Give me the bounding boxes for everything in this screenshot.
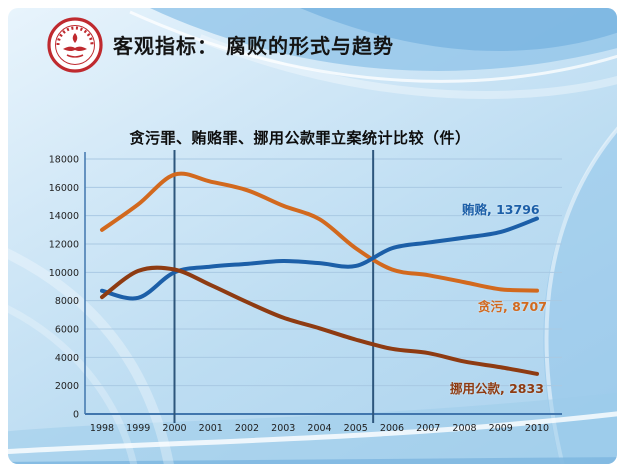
x-axis-tick-label: 2000 <box>162 423 186 434</box>
x-axis-tick-label: 1998 <box>90 423 114 434</box>
x-axis-tick-label: 2009 <box>489 423 513 434</box>
series-line-贿赂 <box>100 216 539 301</box>
x-axis-tick-label: 2005 <box>344 423 368 434</box>
x-axis-tick-label: 2007 <box>416 423 440 434</box>
y-axis-tick-label: 16000 <box>49 183 79 194</box>
x-axis-tick-label: 2008 <box>452 423 476 434</box>
seal-bottom-arc <box>66 54 84 58</box>
seal-inner-ring <box>55 25 95 65</box>
series-line-贪污 <box>100 171 539 293</box>
seal-arc-text <box>56 26 94 46</box>
y-axis-tick-label: 10000 <box>49 268 79 279</box>
y-axis-tick-label: 8000 <box>55 296 79 307</box>
x-axis-tick-label: 2010 <box>525 423 549 434</box>
x-axis-tick-label: 1999 <box>126 423 150 434</box>
x-axis-tick-label: 2002 <box>235 423 259 434</box>
chart-plot-area: 0 2000 4000 6000 8000 10000 12000 14000 16000 180… <box>49 150 562 434</box>
y-axis-tick-label: 6000 <box>55 325 79 336</box>
y-axis-tick-label: 14000 <box>49 211 79 222</box>
x-axis-tick-label: 2003 <box>271 423 295 434</box>
series-line-挪用公款 <box>100 265 539 376</box>
x-axis-tick-label: 2006 <box>380 423 404 434</box>
slide-background: 客观指标： 腐败的形式与趋势 贪污罪、贿赂罪、挪用公款罪立案统计比较（件） 0 2… <box>8 8 617 464</box>
flame-icon <box>72 33 78 43</box>
y-axis-tick-label: 0 <box>73 410 79 421</box>
series-label-misappropriation: 挪用公款, 2833 <box>450 381 544 396</box>
university-seal-logo <box>47 17 103 73</box>
y-axis-tick-label: 4000 <box>55 353 79 364</box>
x-axis-tick-label: 2001 <box>199 423 223 434</box>
wings-icon <box>63 46 87 52</box>
chart-title: 贪污罪、贿赂罪、挪用公款罪立案统计比较（件） <box>129 129 471 147</box>
y-axis-tick-label: 12000 <box>49 240 79 251</box>
slide-title: 客观指标： 腐败的形式与趋势 <box>113 34 394 58</box>
seal-ring <box>47 17 103 73</box>
y-axis-tick-label: 2000 <box>55 381 79 392</box>
y-axis-tick-label: 18000 <box>49 155 79 166</box>
slide-header: 客观指标： 腐败的形式与趋势 <box>8 8 617 90</box>
series-label-bribery: 贿赂, 13796 <box>462 202 540 217</box>
slide-content: 客观指标： 腐败的形式与趋势 贪污罪、贿赂罪、挪用公款罪立案统计比较（件） 0 2… <box>8 8 617 464</box>
x-axis-tick-label: 2004 <box>307 423 331 434</box>
series-label-corruption: 贪污, 8707 <box>478 299 547 314</box>
